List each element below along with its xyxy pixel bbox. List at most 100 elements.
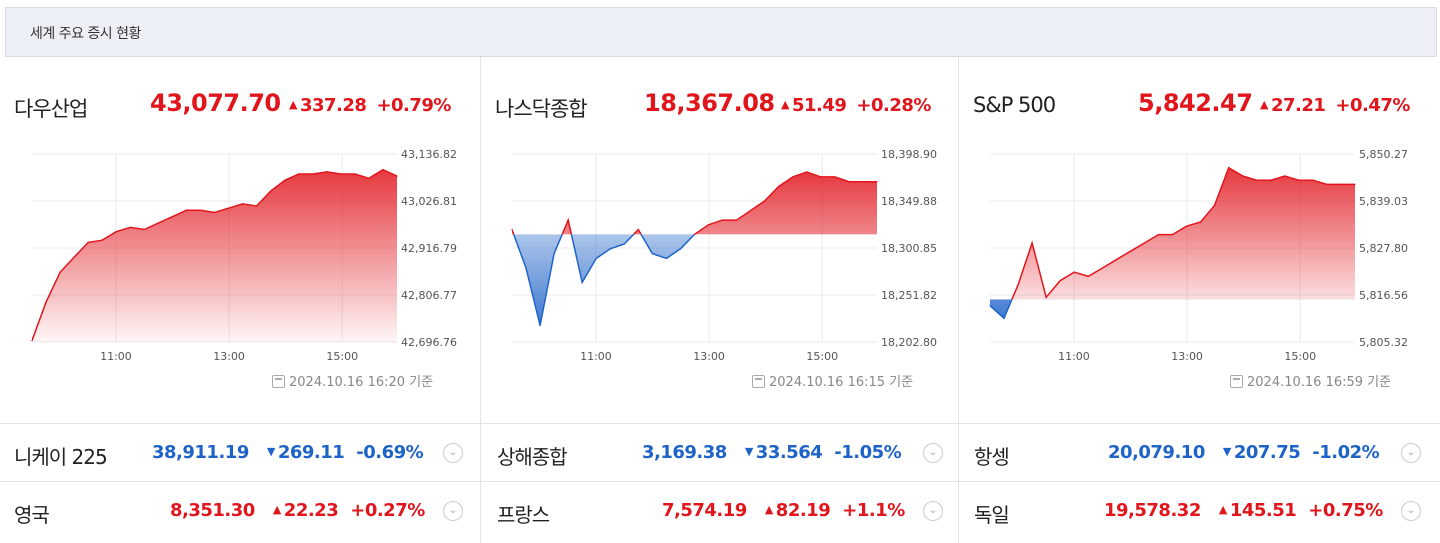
data-point bbox=[1017, 284, 1019, 286]
up-arrow-icon: ▲ bbox=[764, 503, 773, 516]
data-point bbox=[270, 190, 272, 192]
data-point bbox=[567, 219, 569, 221]
x-tick-label: 13:00 bbox=[1171, 350, 1203, 363]
series-line-down bbox=[512, 234, 696, 326]
data-point bbox=[185, 209, 188, 211]
index-chart: 5,850.27 5,839.03 5,827.80 5,816.56 5,805.32… bbox=[989, 148, 1408, 363]
change-value: 207.75 bbox=[1233, 442, 1301, 463]
index-price: 3,169.38 bbox=[642, 442, 727, 463]
chevron-down-icon[interactable]: ⌄ bbox=[443, 501, 463, 521]
index-name: 항셍 bbox=[974, 445, 1010, 469]
data-point bbox=[1298, 179, 1300, 181]
chevron-down-icon[interactable]: ⌄ bbox=[923, 501, 943, 521]
index-panel-dow[interactable]: 다우산업 43,077.70 ▲ 337.28 +0.79% 43,136.82 43… bbox=[0, 57, 480, 423]
index-change: ▲ 27.21 +0.47% bbox=[1260, 95, 1410, 116]
column-divider bbox=[958, 57, 959, 543]
index-values: 38,911.19 ▼ 269.11 -0.69% bbox=[152, 442, 424, 463]
data-point bbox=[326, 171, 328, 173]
data-point bbox=[1115, 259, 1117, 261]
data-point bbox=[143, 228, 145, 231]
change-percent: +1.1% bbox=[842, 500, 905, 521]
data-point bbox=[679, 248, 682, 250]
area-fill-down bbox=[990, 299, 1012, 319]
data-point bbox=[368, 177, 370, 179]
data-point bbox=[312, 173, 314, 175]
data-point bbox=[213, 211, 216, 214]
data-point bbox=[284, 179, 286, 182]
chevron-down-icon[interactable]: ⌄ bbox=[1401, 443, 1421, 463]
change-value: 145.51 bbox=[1229, 500, 1297, 521]
data-point bbox=[989, 305, 991, 307]
data-point bbox=[1171, 233, 1174, 236]
data-point bbox=[129, 226, 131, 229]
data-point bbox=[1073, 271, 1075, 273]
index-row-hangseng[interactable]: 항셍 20,079.10 ▼ 207.75 -1.02% ⌄ bbox=[958, 424, 1440, 482]
data-point bbox=[59, 271, 61, 273]
y-tick-label: 5,839.03 bbox=[1359, 195, 1408, 208]
x-tick-label: 13:00 bbox=[213, 350, 245, 363]
change-value: 33.564 bbox=[755, 442, 823, 463]
data-point bbox=[199, 209, 202, 211]
index-chart: 18,398.90 18,349.88 18,300.85 18,251.82 18,2… bbox=[511, 148, 937, 363]
change-value: 51.49 bbox=[791, 95, 847, 116]
data-point bbox=[764, 200, 766, 202]
x-tick-label: 15:00 bbox=[326, 350, 358, 363]
data-point bbox=[1284, 175, 1286, 177]
data-point bbox=[115, 231, 117, 233]
chevron-down-icon[interactable]: ⌄ bbox=[443, 443, 463, 463]
data-point bbox=[595, 257, 597, 260]
data-point bbox=[637, 229, 639, 231]
chevron-down-icon[interactable]: ⌄ bbox=[1401, 501, 1421, 521]
index-name: 니케이 225 bbox=[14, 445, 108, 469]
index-panel-nasdaq[interactable]: 나스닥종합 18,367.08 ▲ 51.49 +0.28% 18,398.90 18… bbox=[480, 57, 958, 423]
y-tick-label: 43,136.82 bbox=[401, 148, 457, 161]
change-percent: +0.75% bbox=[1308, 500, 1383, 521]
area-fill-up bbox=[512, 172, 877, 235]
index-price: 38,911.19 bbox=[152, 442, 249, 463]
market-board: 다우산업 43,077.70 ▲ 337.28 +0.79% 43,136.82 43… bbox=[0, 57, 1440, 543]
data-point bbox=[862, 181, 864, 183]
index-name: 다우산업 bbox=[14, 97, 88, 121]
section-title: 세계 주요 증시 현황 bbox=[30, 26, 141, 42]
index-price: 7,574.19 bbox=[662, 500, 747, 521]
change-percent: -1.02% bbox=[1312, 442, 1380, 463]
data-point bbox=[665, 257, 668, 260]
index-row-france[interactable]: 프랑스 7,574.19 ▲ 82.19 +1.1% ⌄ bbox=[480, 482, 958, 540]
change-value: 22.23 bbox=[283, 500, 339, 521]
y-tick-label: 18,349.88 bbox=[881, 195, 937, 208]
data-point bbox=[1256, 179, 1258, 181]
timestamp-text: 2024.10.16 16:59 기준 bbox=[1247, 375, 1392, 390]
change-percent: +0.28% bbox=[856, 95, 931, 116]
data-point bbox=[340, 173, 342, 175]
index-values: 19,578.32 ▲ 145.51 +0.75% bbox=[1104, 500, 1383, 521]
chevron-down-icon[interactable]: ⌄ bbox=[923, 443, 943, 463]
index-name: 독일 bbox=[974, 503, 1010, 527]
index-name: 영국 bbox=[14, 503, 50, 527]
y-tick-label: 18,251.82 bbox=[881, 289, 937, 302]
data-point bbox=[511, 229, 513, 231]
data-point bbox=[1270, 179, 1272, 181]
index-panel-sp500[interactable]: S&P 500 5,842.47 ▲ 27.21 +0.47% 5,850.27 5,… bbox=[958, 57, 1440, 423]
data-point bbox=[1242, 175, 1244, 177]
y-tick-label: 42,806.77 bbox=[401, 289, 457, 302]
data-point bbox=[227, 207, 230, 209]
timestamp: 2024.10.16 16:20 기준 bbox=[272, 371, 433, 390]
index-row-germany[interactable]: 독일 19,578.32 ▲ 145.51 +0.75% ⌄ bbox=[958, 482, 1440, 540]
index-price: 20,079.10 bbox=[1108, 442, 1205, 463]
up-arrow-icon: ▲ bbox=[1260, 98, 1268, 111]
data-point bbox=[609, 248, 611, 250]
calendar-icon bbox=[1230, 375, 1243, 388]
data-point bbox=[1157, 233, 1160, 236]
data-point bbox=[539, 324, 541, 327]
index-row-shanghai[interactable]: 상해종합 3,169.38 ▼ 33.564 -1.05% ⌄ bbox=[480, 424, 958, 482]
index-row-uk[interactable]: 영국 8,351.30 ▲ 22.23 +0.27% ⌄ bbox=[0, 482, 480, 540]
data-point bbox=[1129, 250, 1131, 252]
area-fill-up bbox=[32, 169, 397, 342]
x-tick-label: 13:00 bbox=[693, 350, 725, 363]
data-point bbox=[1143, 242, 1146, 244]
index-row-nikkei[interactable]: 니케이 225 38,911.19 ▼ 269.11 -0.69% ⌄ bbox=[0, 424, 480, 482]
y-tick-label: 18,300.85 bbox=[881, 242, 937, 255]
data-point bbox=[31, 340, 33, 342]
index-values: 8,351.30 ▲ 22.23 +0.27% bbox=[170, 500, 425, 521]
data-point bbox=[171, 216, 173, 218]
